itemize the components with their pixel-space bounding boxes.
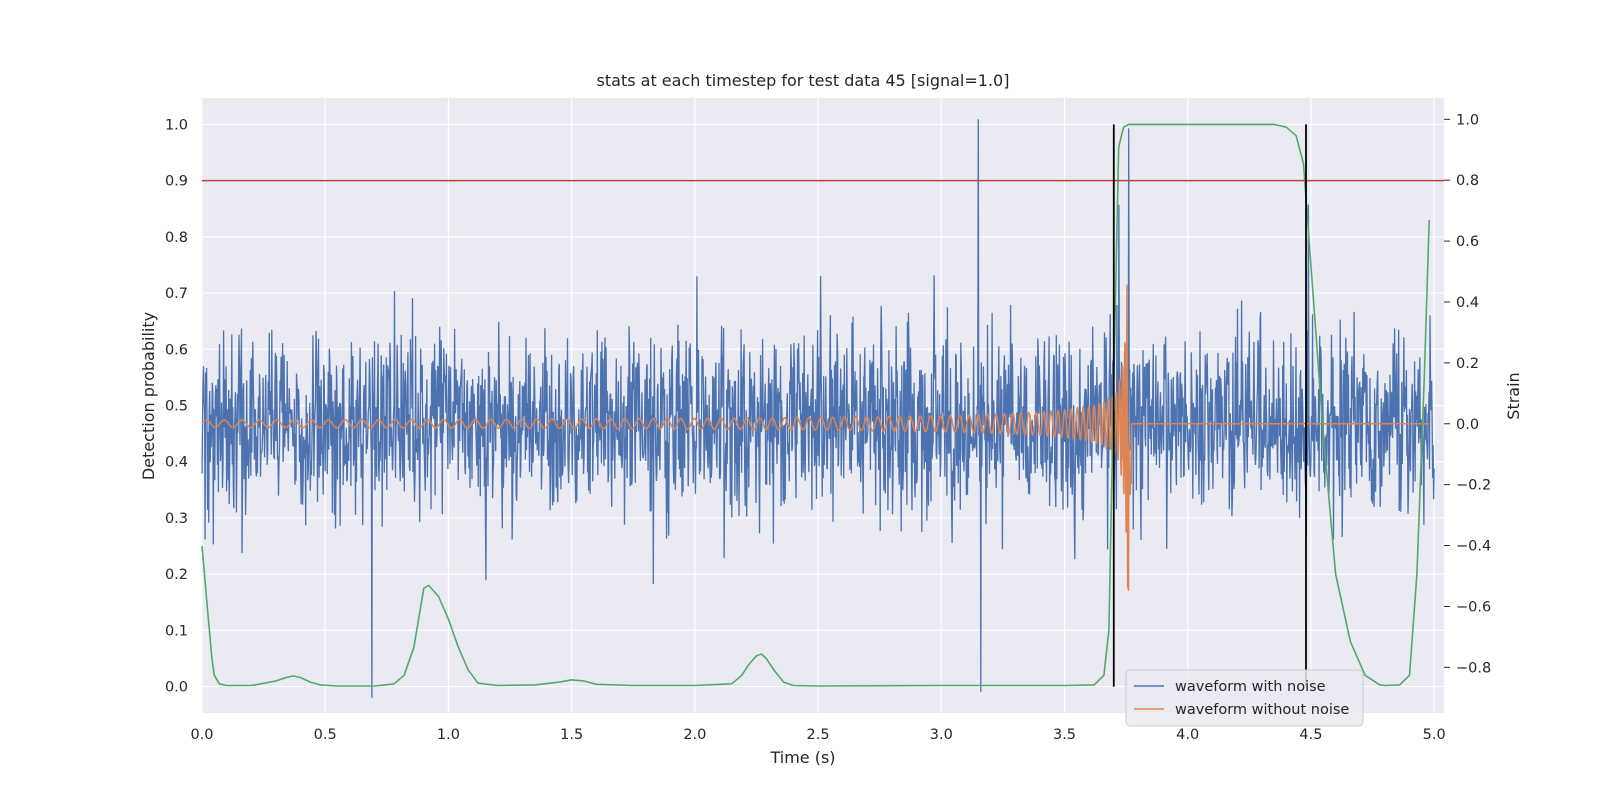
y-tick-label: 0.1 bbox=[165, 623, 188, 639]
right-y-tick-label: −0.6 bbox=[1456, 599, 1491, 615]
legend-label-noise: waveform with noise bbox=[1175, 679, 1326, 695]
right-y-tick-label: 0.6 bbox=[1456, 234, 1479, 250]
y-tick-label: 0.7 bbox=[165, 286, 188, 302]
right-y-tick-label: 0.0 bbox=[1456, 417, 1479, 433]
x-tick-label: 3.0 bbox=[930, 727, 953, 743]
y-axis-title: Detection probability bbox=[139, 312, 158, 480]
right-y-tick-label: 1.0 bbox=[1456, 112, 1479, 128]
y-tick-label: 0.8 bbox=[165, 230, 188, 246]
right-y-tick-label: 0.8 bbox=[1456, 173, 1479, 189]
right-y-tick-label: −0.4 bbox=[1456, 539, 1491, 555]
right-y-tick-label: 0.2 bbox=[1456, 356, 1479, 372]
legend-box bbox=[1125, 669, 1364, 727]
right-y-tick-label: 0.4 bbox=[1456, 295, 1479, 311]
y-tick-label: 0.4 bbox=[165, 455, 188, 471]
x-tick-label: 1.5 bbox=[560, 727, 583, 743]
y-tick-label: 0.3 bbox=[165, 511, 188, 527]
series-waveform-with-noise bbox=[201, 119, 1435, 698]
chart-title: stats at each timestep for test data 45 … bbox=[597, 71, 1010, 90]
x-tick-label: 2.5 bbox=[807, 727, 830, 743]
y-tick-label: 0.5 bbox=[165, 399, 188, 415]
x-tick-label: 0.5 bbox=[314, 727, 337, 743]
series-detection-probability bbox=[201, 123, 1430, 687]
right-y-axis-title: Strain bbox=[1504, 372, 1523, 419]
x-tick-label: 4.5 bbox=[1299, 727, 1322, 743]
y-tick-label: 0.2 bbox=[165, 567, 188, 583]
x-tick-label: 2.0 bbox=[683, 727, 706, 743]
x-tick-label: 3.5 bbox=[1053, 727, 1076, 743]
right-y-tick-label: −0.8 bbox=[1456, 660, 1491, 676]
legend-label-clean: waveform without noise bbox=[1175, 702, 1349, 718]
y-tick-label: 0.6 bbox=[165, 342, 188, 358]
y-tick-label: 1.0 bbox=[165, 117, 188, 133]
x-tick-label: 1.0 bbox=[437, 727, 460, 743]
x-axis-title: Time (s) bbox=[769, 748, 835, 767]
y-tick-label: 0.0 bbox=[165, 680, 188, 696]
x-tick-label: 0.0 bbox=[190, 727, 213, 743]
legend: waveform with noise waveform without noi… bbox=[1125, 669, 1364, 727]
x-tick-label: 5.0 bbox=[1423, 727, 1446, 743]
y-tick-label: 0.9 bbox=[165, 174, 188, 190]
x-tick-label: 4.0 bbox=[1176, 727, 1199, 743]
right-y-tick-label: −0.2 bbox=[1456, 478, 1491, 494]
series-waveform-without-noise bbox=[201, 284, 1430, 591]
